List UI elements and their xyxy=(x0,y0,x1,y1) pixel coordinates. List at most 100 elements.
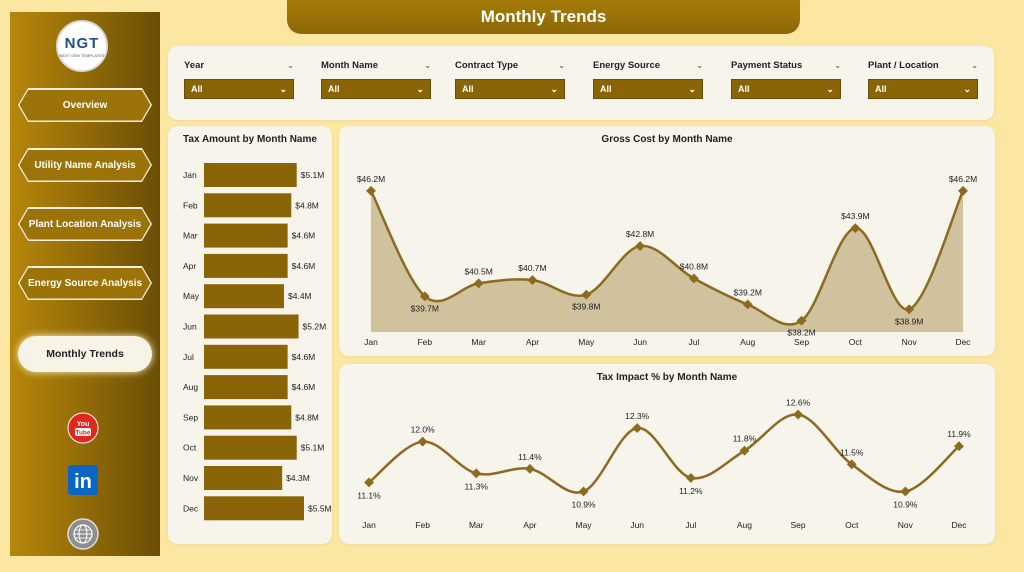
data-point[interactable] xyxy=(958,185,968,196)
linkedin-icon[interactable]: in xyxy=(67,464,99,496)
chevron-down-icon: ⌄ xyxy=(826,83,834,94)
nav-label: Overview xyxy=(62,99,108,111)
filter-label: Month Name xyxy=(321,60,378,71)
chevron-down-icon[interactable]: ⌄ xyxy=(287,61,294,70)
category-label: Dec xyxy=(183,503,199,513)
category-label: Oct xyxy=(849,337,863,347)
chevron-down-icon: ⌄ xyxy=(550,83,558,94)
data-label: 11.4% xyxy=(518,452,542,462)
chevron-down-icon: ⌄ xyxy=(416,83,424,94)
select-value: All xyxy=(600,84,612,94)
data-point[interactable] xyxy=(417,436,428,447)
logo: NGT NEXT GEN TEMPLATES xyxy=(56,20,108,72)
select-value: All xyxy=(462,84,474,94)
data-label: $43.9M xyxy=(841,211,869,221)
payment-status-select[interactable]: All ⌄ xyxy=(731,79,841,99)
data-point[interactable] xyxy=(366,185,376,196)
data-point[interactable] xyxy=(419,291,430,302)
month-name-select[interactable]: All ⌄ xyxy=(321,79,431,99)
year-select[interactable]: All ⌄ xyxy=(184,79,294,99)
chart-title: Tax Amount by Month Name xyxy=(183,134,317,145)
nav-plant-location-analysis-button[interactable]: Plant Location Analysis xyxy=(18,207,152,241)
contract-type-select[interactable]: All ⌄ xyxy=(455,79,565,99)
category-label: Sep xyxy=(794,337,809,347)
data-point[interactable] xyxy=(524,463,535,474)
bar[interactable] xyxy=(204,435,297,460)
category-label: Oct xyxy=(183,443,197,453)
category-label: Dec xyxy=(951,520,967,530)
category-label: Jun xyxy=(630,520,644,530)
data-label: $5.1M xyxy=(301,170,325,180)
chevron-down-icon[interactable]: ⌄ xyxy=(424,61,431,70)
tax-impact-chart-panel: Tax Impact % by Month Name 11.1% Jan 12.0%… xyxy=(339,364,995,544)
data-point[interactable] xyxy=(688,273,699,284)
data-point[interactable] xyxy=(742,299,753,310)
data-label: $5.5M xyxy=(308,503,332,513)
tax-amount-chart-panel: Tax Amount by Month Name Jan $5.1M Feb $4.8… xyxy=(168,126,332,544)
energy-source-select[interactable]: All ⌄ xyxy=(593,79,703,99)
bar[interactable] xyxy=(204,223,288,248)
nav-overview-button[interactable]: Overview xyxy=(18,88,152,122)
bar[interactable] xyxy=(204,253,288,278)
data-label: 11.1% xyxy=(357,490,381,500)
category-label: Nov xyxy=(898,520,914,530)
globe-icon[interactable] xyxy=(67,518,99,550)
category-label: May xyxy=(183,291,200,301)
data-label: 11.8% xyxy=(733,434,757,444)
category-label: Jul xyxy=(688,337,699,347)
category-label: Jul xyxy=(183,352,194,362)
bar[interactable] xyxy=(204,405,292,430)
bar[interactable] xyxy=(204,496,304,521)
data-point[interactable] xyxy=(900,486,911,497)
data-point[interactable] xyxy=(850,223,861,234)
chevron-down-icon[interactable]: ⌄ xyxy=(558,61,565,70)
chevron-down-icon[interactable]: ⌄ xyxy=(834,61,841,70)
data-label: $40.8M xyxy=(680,261,708,271)
category-label: Feb xyxy=(417,337,432,347)
sidebar: NGT NEXT GEN TEMPLATES Overview Utility … xyxy=(10,12,160,556)
data-point[interactable] xyxy=(954,441,964,452)
category-label: Apr xyxy=(526,337,539,347)
data-point[interactable] xyxy=(793,409,804,420)
plant-location-select[interactable]: All ⌄ xyxy=(868,79,978,99)
bar[interactable] xyxy=(204,163,297,187)
filter-month-name: Month Name ⌄ All ⌄ xyxy=(321,60,431,99)
chevron-down-icon: ⌄ xyxy=(688,83,696,94)
filter-payment-status: Payment Status ⌄ All ⌄ xyxy=(731,60,841,99)
filter-bar: Year ⌄ All ⌄ Month Name ⌄ All ⌄ Contract Typ… xyxy=(168,46,994,120)
data-point[interactable] xyxy=(473,278,484,289)
filter-label: Year xyxy=(184,60,205,71)
data-label: $39.7M xyxy=(411,303,439,313)
category-label: Mar xyxy=(469,520,484,530)
category-label: Aug xyxy=(740,337,755,347)
chevron-down-icon: ⌄ xyxy=(963,83,971,94)
bar[interactable] xyxy=(204,344,288,369)
data-label: $4.6M xyxy=(292,352,316,362)
chevron-down-icon: ⌄ xyxy=(279,83,287,94)
data-point[interactable] xyxy=(904,304,915,315)
youtube-icon[interactable]: You Tube xyxy=(67,412,99,444)
bar[interactable] xyxy=(204,375,288,400)
bar[interactable] xyxy=(204,314,299,339)
nav-utility-name-analysis-button[interactable]: Utility Name Analysis xyxy=(18,148,152,182)
chevron-down-icon[interactable]: ⌄ xyxy=(696,61,703,70)
bar[interactable] xyxy=(204,466,283,490)
data-label: $46.2M xyxy=(357,174,385,184)
nav-energy-source-analysis-button[interactable]: Energy Source Analysis xyxy=(18,266,152,300)
data-label: $4.4M xyxy=(288,291,312,301)
data-point[interactable] xyxy=(578,486,589,497)
data-point[interactable] xyxy=(632,423,643,434)
nav-monthly-trends-button[interactable]: Monthly Trends xyxy=(18,336,152,372)
category-label: Jan xyxy=(183,170,197,180)
category-label: May xyxy=(576,520,593,530)
data-label: $4.8M xyxy=(295,200,319,210)
data-label: $40.5M xyxy=(464,266,492,276)
bar[interactable] xyxy=(204,193,292,218)
data-label: $39.8M xyxy=(572,302,600,312)
data-point[interactable] xyxy=(685,472,696,483)
bar[interactable] xyxy=(204,284,284,309)
logo-subtext: NEXT GEN TEMPLATES xyxy=(59,52,105,58)
chevron-down-icon[interactable]: ⌄ xyxy=(971,61,978,70)
data-point[interactable] xyxy=(471,468,482,479)
series-line xyxy=(369,190,965,326)
